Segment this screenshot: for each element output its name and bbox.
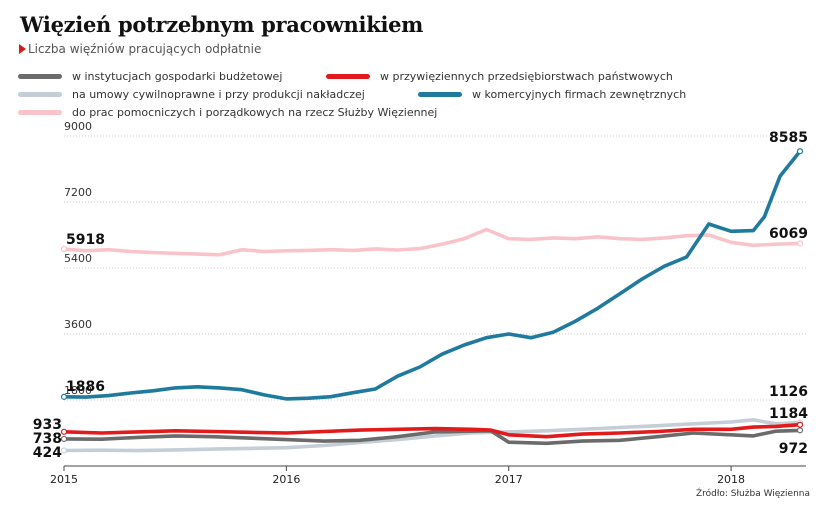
legend-swatch [18,92,62,97]
chart-subtitle-text: Liczba więźniów pracujących odpłatnie [28,42,262,56]
data-label: 972 [779,441,808,457]
y-tick-label: 7200 [64,186,92,199]
legend-label: na umowy cywilnoprawne i przy produkcji … [72,88,365,101]
data-label: 6069 [769,226,808,242]
data-label: 1184 [769,406,808,422]
series-line-4 [62,227,802,257]
series-end-point [60,245,68,253]
y-tick-label: 5400 [64,252,92,265]
series-line-0 [62,428,802,446]
data-label: 5918 [66,232,105,248]
data-label: 424 [33,445,62,461]
chart-legend: w instytucjach gospodarki budżetowej w p… [18,70,718,122]
x-tick-label: 2018 [717,473,745,486]
series-end-point [796,427,804,434]
source-note: Źródło: Służba Więzienna [695,489,810,499]
legend-item-pomocnicze: do prac pomocniczych i porządkowych na r… [18,106,437,119]
triangle-marker-icon [19,44,26,54]
series-end-point [60,447,68,454]
series-line-3 [62,149,802,401]
series-end-point [60,428,68,435]
legend-item-budzetowe: w instytucjach gospodarki budżetowej [18,70,282,83]
legend-label: do prac pomocniczych i porządkowych na r… [72,106,438,119]
legend-label: w instytucjach gospodarki budżetowej [72,70,283,83]
series-end-point [796,148,804,155]
legend-swatch [326,74,370,79]
series-line-1 [62,422,802,439]
series-end-point [796,421,804,428]
data-label: 1886 [66,379,105,395]
x-tick-label: 2015 [50,473,78,486]
data-label: 933 [33,417,62,433]
legend-label: w komercyjnych firmach zewnętrznych [472,88,687,101]
chart-subtitle: Liczba więźniów pracujących odpłatnie [19,42,261,56]
legend-item-komercyjne: w komercyjnych firmach zewnętrznych [418,88,686,101]
y-tick-label: 9000 [64,120,92,133]
data-label: 1126 [769,384,808,400]
y-tick-label: 1800 [64,384,92,397]
x-tick-label: 2017 [495,473,523,486]
data-label: 738 [33,431,62,447]
legend-swatch [18,74,62,79]
series-end-point [60,435,68,443]
legend-item-przywieziennych: w przywięziennych przedsiębiorstwach pań… [326,70,673,83]
series-end-point [796,240,804,247]
legend-label: w przywięziennych przedsiębiorstwach pań… [380,70,673,83]
legend-swatch [418,92,462,97]
legend-item-umowy: na umowy cywilnoprawne i przy produkcji … [18,88,365,101]
x-tick-label: 2016 [272,473,300,486]
y-tick-label: 3600 [64,318,92,331]
legend-swatch [18,110,62,115]
series-end-point [60,393,68,400]
data-label: 8585 [769,130,808,146]
chart-title: Więzień potrzebnym pracownikiem [20,12,424,37]
